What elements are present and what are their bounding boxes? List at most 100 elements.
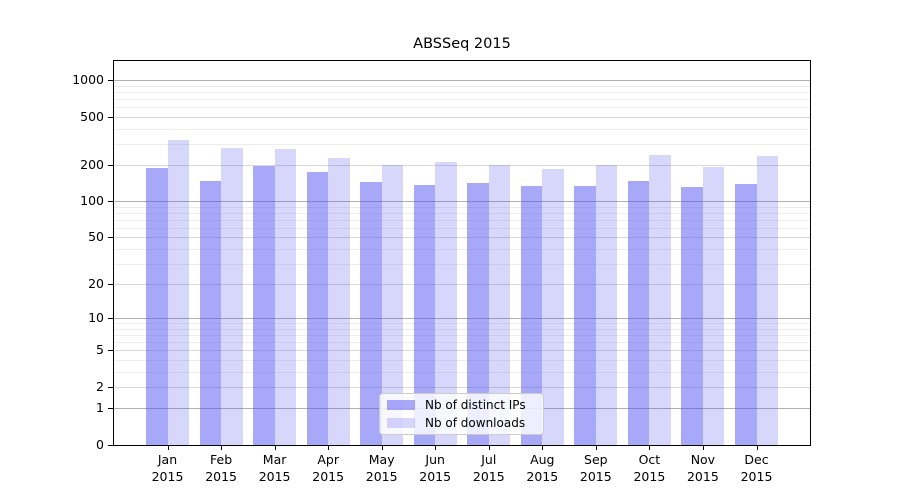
- x-tick-label-feb: Feb 2015: [205, 452, 237, 484]
- y-tick-mark-20: [108, 284, 113, 286]
- y-tick-label-1: 1: [96, 400, 104, 416]
- gridline-50: [114, 237, 810, 239]
- x-tick-label-apr: Apr 2015: [312, 452, 345, 484]
- bar-downloads-jul: [488, 165, 511, 445]
- y-tick-label-2: 2: [96, 379, 104, 394]
- bar-distinct-ips-apr: [306, 172, 329, 445]
- gridline-10: [114, 318, 810, 320]
- gridline-300: [114, 143, 810, 145]
- gridline-7: [114, 335, 810, 337]
- x-tick-mark-feb: [221, 446, 223, 450]
- bar-downloads-feb: [221, 148, 243, 445]
- x-tick-mark-jul: [488, 446, 490, 450]
- gridline-700: [114, 99, 810, 100]
- gridline-30: [114, 263, 810, 265]
- y-tick-label-1000: 1000: [72, 72, 104, 88]
- bar-downloads-may: [381, 164, 404, 445]
- gridline-600: [114, 107, 810, 109]
- bar-distinct-ips-may: [360, 181, 382, 445]
- x-tick-mark-may: [381, 446, 383, 450]
- bar-distinct-ips-mar: [253, 165, 275, 445]
- y-tick-label-10: 10: [88, 310, 104, 326]
- x-tick-label-oct: Oct 2015: [633, 452, 666, 484]
- x-tick-mark-nov: [702, 446, 704, 450]
- x-tick-mark-dec: [756, 446, 758, 450]
- y-tick-mark-50: [108, 237, 113, 239]
- bar-downloads-oct: [649, 154, 671, 445]
- gridline-400: [114, 128, 810, 130]
- x-tick-label-sep: Sep 2015: [579, 452, 612, 484]
- bar-downloads-nov: [702, 167, 725, 445]
- legend: Nb of distinct IPs Nb of downloads: [379, 393, 544, 435]
- y-tick-label-200: 200: [80, 157, 104, 172]
- x-tick-label-nov: Nov 2015: [686, 452, 719, 484]
- gridline-1000: [114, 80, 810, 82]
- bar-distinct-ips-aug: [520, 186, 543, 445]
- bar-downloads-apr: [328, 158, 350, 445]
- x-tick-mark-jan: [167, 446, 169, 450]
- x-tick-label-dec: Dec 2015: [740, 452, 773, 484]
- y-tick-mark-1000: [108, 80, 113, 82]
- legend-label-downloads: Nb of downloads: [425, 416, 526, 430]
- x-tick-mark-mar: [274, 446, 276, 450]
- y-tick-mark-5: [108, 350, 113, 352]
- legend-entry-distinct-ips: Nb of distinct IPs: [380, 398, 543, 412]
- y-tick-label-50: 50: [88, 229, 104, 245]
- gridline-8: [114, 329, 810, 330]
- x-tick-label-jan: Jan 2015: [151, 452, 184, 484]
- y-tick-label-20: 20: [88, 276, 104, 292]
- gridline-2: [114, 387, 810, 388]
- y-tick-mark-0: [108, 445, 113, 446]
- gridline-800: [114, 92, 810, 93]
- bar-downloads-jun: [435, 162, 457, 445]
- x-tick-label-mar: Mar 2015: [258, 452, 291, 484]
- legend-entry-downloads: Nb of downloads: [380, 416, 543, 430]
- y-tick-mark-10: [108, 318, 113, 320]
- gridline-60: [114, 228, 810, 229]
- y-tick-mark-200: [108, 165, 113, 166]
- y-tick-mark-1: [108, 408, 113, 410]
- bar-downloads-sep: [595, 164, 618, 445]
- gridline-80: [114, 213, 810, 214]
- bar-downloads-jan: [167, 140, 189, 445]
- gridline-90: [114, 206, 810, 208]
- plot-area: [113, 60, 811, 446]
- bar-downloads-aug: [542, 169, 564, 445]
- x-tick-label-jul: Jul 2015: [472, 452, 505, 484]
- gridline-3: [114, 371, 810, 373]
- legend-label-distinct-ips: Nb of distinct IPs: [425, 398, 526, 412]
- bar-distinct-ips-jan: [146, 167, 168, 445]
- y-tick-mark-2: [108, 387, 113, 388]
- legend-swatch-distinct-ips: [387, 400, 415, 410]
- gridline-20: [114, 284, 810, 286]
- legend-swatch-downloads: [387, 418, 415, 428]
- gridline-40: [114, 248, 810, 250]
- gridline-200: [114, 165, 810, 166]
- bar-distinct-ips-oct: [627, 180, 650, 445]
- x-tick-mark-oct: [649, 446, 651, 450]
- x-tick-mark-sep: [595, 446, 597, 450]
- gridline-900: [114, 85, 810, 87]
- y-tick-label-100: 100: [80, 193, 104, 209]
- x-tick-label-aug: Aug 2015: [526, 452, 559, 484]
- bar-distinct-ips-dec: [735, 183, 757, 445]
- gridline-70: [114, 219, 810, 221]
- y-tick-label-5: 5: [96, 342, 104, 358]
- bar-downloads-mar: [274, 149, 297, 445]
- gridline-9: [114, 323, 810, 325]
- x-tick-mark-apr: [328, 446, 330, 450]
- x-tick-label-may: May 2015: [365, 452, 398, 484]
- bar-distinct-ips-sep: [574, 185, 596, 445]
- gridline-4: [114, 360, 810, 361]
- gridline-5: [114, 350, 810, 352]
- x-tick-mark-aug: [542, 446, 544, 450]
- y-tick-label-500: 500: [80, 108, 104, 124]
- y-tick-mark-100: [108, 201, 113, 203]
- x-tick-mark-jun: [435, 446, 437, 450]
- chart-title: ABSSeq 2015: [413, 36, 511, 52]
- bar-distinct-ips-feb: [199, 180, 222, 445]
- bar-distinct-ips-jul: [467, 183, 489, 445]
- bar-distinct-ips-jun: [413, 185, 436, 445]
- gridline-100: [114, 201, 810, 203]
